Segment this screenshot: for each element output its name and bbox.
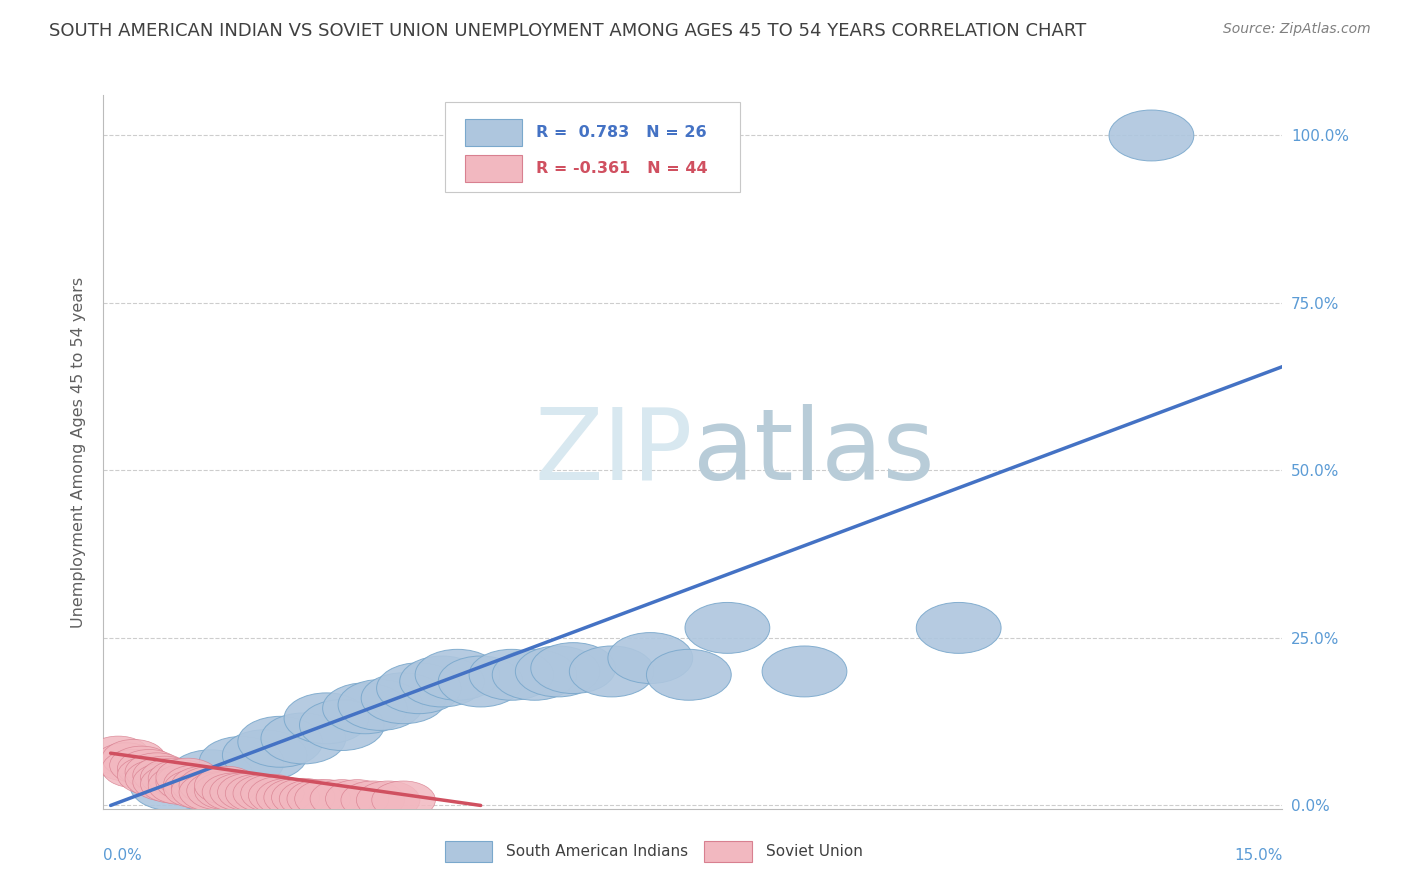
Text: SOUTH AMERICAN INDIAN VS SOVIET UNION UNEMPLOYMENT AMONG AGES 45 TO 54 YEARS COR: SOUTH AMERICAN INDIAN VS SOVIET UNION UN…	[49, 22, 1087, 40]
Ellipse shape	[194, 766, 259, 805]
FancyBboxPatch shape	[465, 154, 522, 182]
Ellipse shape	[202, 773, 266, 811]
Ellipse shape	[132, 763, 197, 801]
Ellipse shape	[222, 730, 308, 780]
FancyBboxPatch shape	[444, 103, 740, 192]
Ellipse shape	[287, 780, 350, 818]
Text: R = -0.361   N = 44: R = -0.361 N = 44	[536, 161, 707, 176]
Ellipse shape	[110, 746, 173, 784]
Ellipse shape	[607, 632, 693, 683]
Ellipse shape	[361, 673, 446, 723]
Text: R =  0.783   N = 26: R = 0.783 N = 26	[536, 125, 706, 140]
Ellipse shape	[284, 693, 368, 744]
Text: atlas: atlas	[693, 403, 935, 500]
Ellipse shape	[172, 772, 235, 810]
Ellipse shape	[531, 642, 616, 694]
Ellipse shape	[439, 656, 523, 707]
Ellipse shape	[569, 646, 654, 697]
Ellipse shape	[169, 750, 253, 801]
Text: ZIP: ZIP	[534, 403, 693, 500]
FancyBboxPatch shape	[465, 119, 522, 146]
Ellipse shape	[200, 737, 284, 788]
Y-axis label: Unemployment Among Ages 45 to 54 years: Unemployment Among Ages 45 to 54 years	[72, 277, 86, 628]
Ellipse shape	[326, 780, 389, 818]
Ellipse shape	[322, 683, 408, 734]
Ellipse shape	[271, 779, 335, 816]
Ellipse shape	[218, 773, 281, 811]
Ellipse shape	[256, 779, 319, 816]
Ellipse shape	[685, 602, 770, 653]
Ellipse shape	[238, 716, 322, 767]
Ellipse shape	[125, 753, 188, 791]
Ellipse shape	[179, 766, 243, 805]
Text: Source: ZipAtlas.com: Source: ZipAtlas.com	[1223, 22, 1371, 37]
Ellipse shape	[117, 749, 181, 788]
Ellipse shape	[132, 756, 197, 795]
Ellipse shape	[179, 773, 243, 811]
Ellipse shape	[917, 602, 1001, 653]
Ellipse shape	[141, 758, 204, 797]
Ellipse shape	[172, 766, 235, 805]
Ellipse shape	[148, 760, 212, 797]
Ellipse shape	[399, 656, 485, 707]
Ellipse shape	[264, 779, 328, 816]
Ellipse shape	[1109, 110, 1194, 161]
Ellipse shape	[103, 739, 166, 778]
Ellipse shape	[194, 772, 259, 810]
Ellipse shape	[163, 765, 228, 803]
Ellipse shape	[340, 781, 405, 819]
Ellipse shape	[295, 780, 359, 818]
Ellipse shape	[233, 774, 297, 813]
Ellipse shape	[356, 781, 420, 819]
Ellipse shape	[225, 774, 288, 813]
Ellipse shape	[163, 770, 228, 808]
Ellipse shape	[94, 743, 157, 781]
Text: Soviet Union: Soviet Union	[766, 844, 863, 859]
Ellipse shape	[141, 765, 204, 803]
Ellipse shape	[262, 713, 346, 764]
Ellipse shape	[647, 649, 731, 700]
Ellipse shape	[311, 780, 374, 818]
Text: 15.0%: 15.0%	[1234, 848, 1282, 863]
Ellipse shape	[280, 780, 343, 818]
Ellipse shape	[125, 760, 188, 797]
Ellipse shape	[337, 680, 423, 731]
Ellipse shape	[371, 781, 436, 819]
Ellipse shape	[415, 649, 501, 700]
Ellipse shape	[129, 760, 215, 811]
FancyBboxPatch shape	[704, 841, 752, 863]
Ellipse shape	[209, 773, 274, 811]
Ellipse shape	[103, 749, 166, 788]
Ellipse shape	[187, 772, 250, 810]
Ellipse shape	[299, 699, 384, 750]
Ellipse shape	[240, 774, 304, 813]
Ellipse shape	[762, 646, 846, 697]
Ellipse shape	[492, 649, 576, 700]
Ellipse shape	[249, 776, 312, 814]
Ellipse shape	[117, 756, 181, 795]
Ellipse shape	[87, 736, 150, 774]
Ellipse shape	[156, 758, 219, 797]
FancyBboxPatch shape	[444, 841, 492, 863]
Ellipse shape	[156, 763, 219, 801]
Text: South American Indians: South American Indians	[506, 844, 689, 859]
Ellipse shape	[377, 663, 461, 714]
Text: 0.0%: 0.0%	[103, 848, 142, 863]
Ellipse shape	[516, 646, 600, 697]
Ellipse shape	[470, 649, 554, 700]
Ellipse shape	[148, 766, 212, 805]
